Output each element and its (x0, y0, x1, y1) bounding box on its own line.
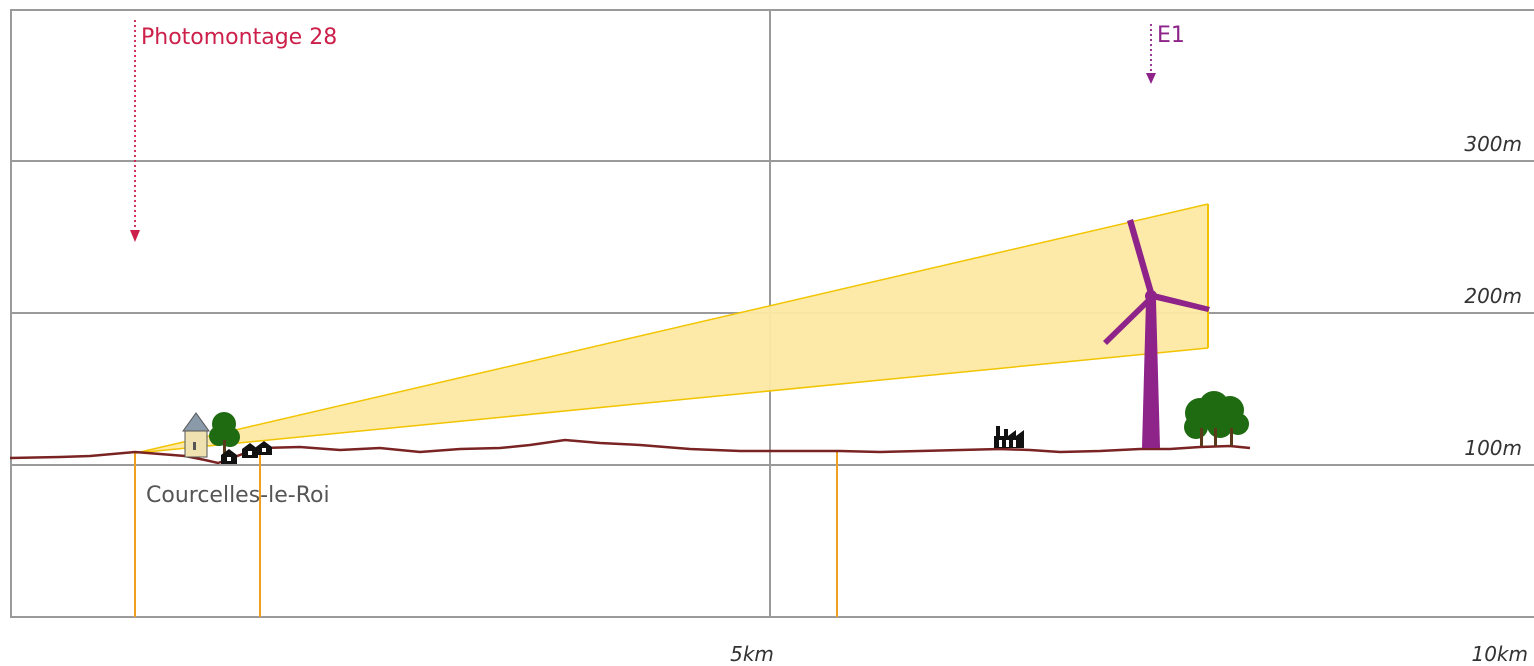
turbine-blade-right (1152, 293, 1210, 312)
y-tick-label-200m: 200m (1464, 284, 1522, 308)
factory-chimney (996, 426, 1000, 438)
terrain-profile (9, 438, 1251, 465)
tower-window (193, 442, 196, 450)
house-icon (221, 449, 237, 464)
turbine-blade-up (1127, 219, 1154, 294)
tree-trunk (1214, 428, 1217, 446)
photomontage-label: Photomontage 28 (141, 25, 337, 50)
house-icon (242, 443, 258, 458)
house-window (262, 448, 266, 452)
view-cone-lower-edge (135, 347, 1209, 454)
house-window (248, 451, 252, 455)
tree-cluster-east (1184, 391, 1249, 446)
turbine-tower (1142, 300, 1160, 448)
x-tick-label-10km: 10km (1471, 642, 1528, 666)
tree-trunk (1230, 428, 1233, 446)
house-icons (221, 441, 272, 464)
turbine-label: E1 (1157, 23, 1185, 48)
arrow-down-icon (130, 230, 140, 242)
tree-crown (1184, 415, 1208, 439)
factory-window (1013, 440, 1016, 447)
factory-roof (1008, 430, 1024, 436)
tree-trunk (1200, 428, 1203, 446)
photomontage-marker: Photomontage 28 (130, 20, 337, 242)
tree-icon (209, 412, 240, 456)
house-window (227, 457, 231, 461)
location-markers (134, 450, 838, 617)
factory-window (1006, 440, 1009, 447)
factory-chimney (1004, 429, 1008, 438)
village-icons (182, 412, 272, 464)
factory-icon (994, 426, 1024, 448)
tree-crown (1207, 412, 1233, 438)
turbine-blade-left (1103, 299, 1151, 345)
x-tick-label-5km: 5km (730, 642, 774, 666)
place-label: Courcelles-le-Roi (146, 483, 330, 508)
tree-trunk (223, 440, 226, 456)
tower-roof (182, 412, 210, 432)
y-tick-label-100m: 100m (1464, 436, 1522, 460)
wind-turbine-icon (1103, 219, 1210, 448)
view-cone-upper-edge (135, 203, 1209, 454)
turbine-marker: E1 (1146, 23, 1185, 84)
factory-window (999, 440, 1002, 447)
windmill-tower-icon (182, 412, 210, 458)
turbine-arrow-icon (1146, 73, 1156, 84)
y-tick-label-300m: 300m (1464, 132, 1522, 156)
turbine-hub (1145, 290, 1157, 302)
